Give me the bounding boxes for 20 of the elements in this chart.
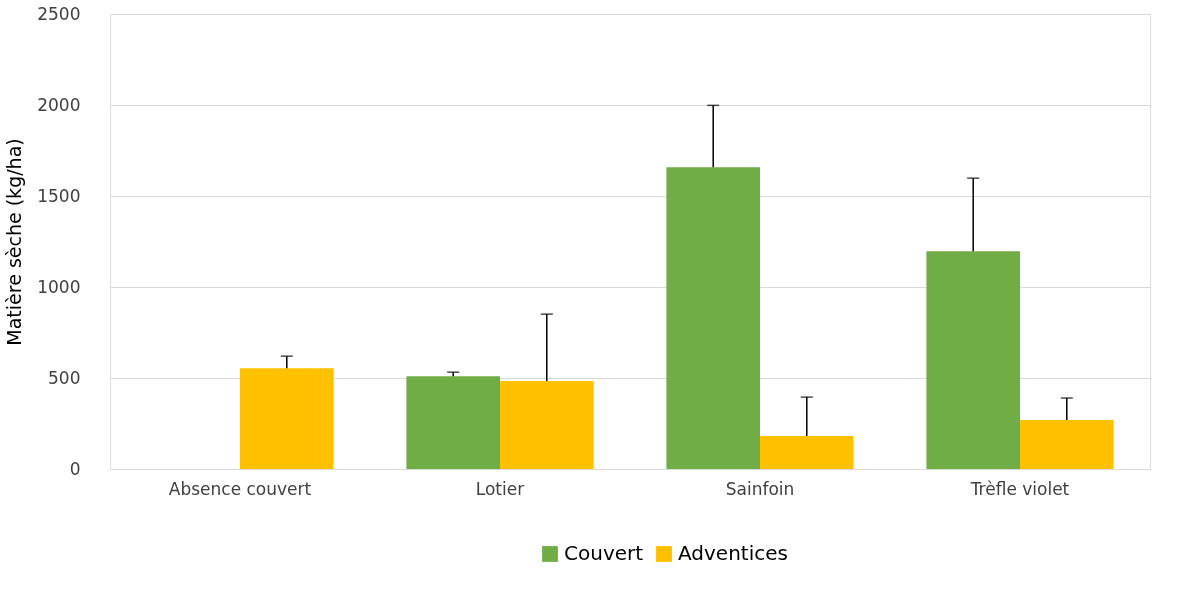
legend-label: Adventices xyxy=(678,541,788,565)
y-axis-title: Matière sèche (kg/ha) xyxy=(3,138,26,346)
x-tick-label: Trèfle violet xyxy=(969,478,1070,499)
y-tick-label: 1500 xyxy=(37,185,81,206)
y-tick-label: 0 xyxy=(69,458,81,479)
y-tick-label: 2500 xyxy=(37,3,81,24)
bar xyxy=(406,376,500,469)
bar xyxy=(666,167,760,469)
legend-label: Couvert xyxy=(564,541,644,565)
y-tick-label: 500 xyxy=(48,367,81,388)
bar xyxy=(240,368,334,469)
y-tick-label: 2000 xyxy=(37,94,81,115)
x-tick-label: Absence couvert xyxy=(168,478,312,499)
bar xyxy=(926,251,1020,469)
bar xyxy=(1020,420,1114,469)
x-tick-label: Lotier xyxy=(475,478,525,499)
bar xyxy=(760,436,854,469)
x-tick-label: Sainfoin xyxy=(725,478,795,499)
y-tick-label: 1000 xyxy=(37,276,81,297)
bar xyxy=(500,381,594,469)
